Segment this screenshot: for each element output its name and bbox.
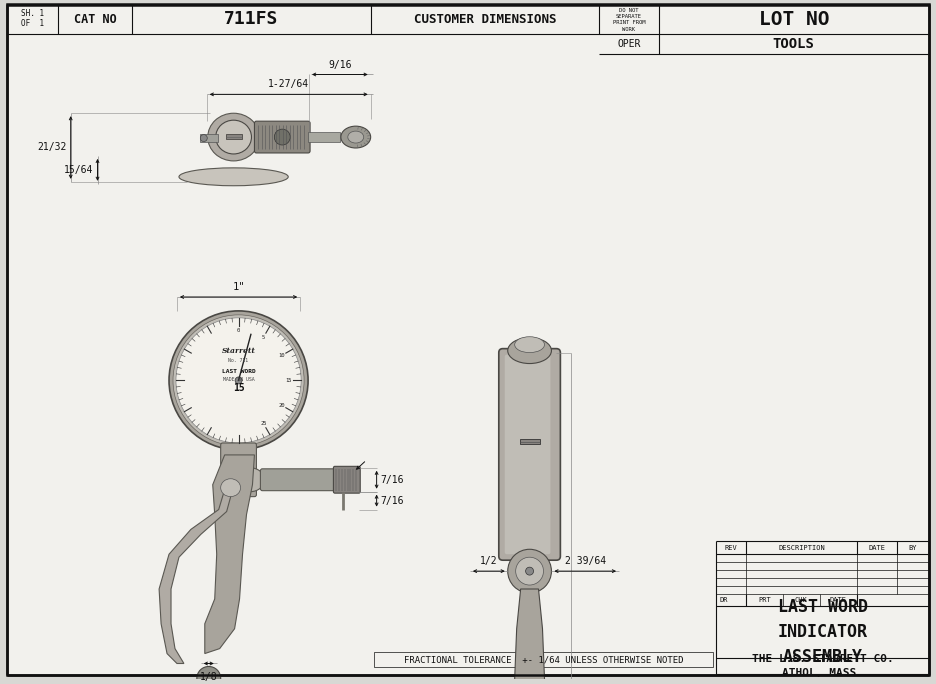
FancyBboxPatch shape xyxy=(505,354,550,554)
Bar xyxy=(308,132,340,142)
FancyBboxPatch shape xyxy=(260,469,336,490)
Text: OPER: OPER xyxy=(617,39,640,49)
FancyBboxPatch shape xyxy=(255,121,310,153)
Text: CHK: CHK xyxy=(795,597,808,603)
Text: 1/8: 1/8 xyxy=(200,672,217,683)
Polygon shape xyxy=(515,589,545,684)
Bar xyxy=(373,652,713,668)
Circle shape xyxy=(507,549,551,593)
Text: PRT: PRT xyxy=(758,597,771,603)
Text: FRACTIONAL TOLERANCE  +- 1/64 UNLESS OTHERWISE NOTED: FRACTIONAL TOLERANCE +- 1/64 UNLESS OTHE… xyxy=(403,655,683,664)
Text: LAST WORD: LAST WORD xyxy=(222,369,256,374)
Ellipse shape xyxy=(215,120,252,154)
Text: CAT NO: CAT NO xyxy=(74,13,116,26)
Circle shape xyxy=(526,567,534,575)
Text: TOOLS: TOOLS xyxy=(773,37,814,51)
Text: No. 711: No. 711 xyxy=(228,358,249,363)
Text: 21/32: 21/32 xyxy=(37,142,66,153)
Ellipse shape xyxy=(237,468,264,492)
Text: DATE: DATE xyxy=(869,544,885,551)
Circle shape xyxy=(197,666,221,684)
Text: 5: 5 xyxy=(262,335,265,340)
Text: 0: 0 xyxy=(237,328,241,333)
Text: OF  1: OF 1 xyxy=(22,19,45,28)
Circle shape xyxy=(176,318,301,443)
Text: REV: REV xyxy=(724,544,738,551)
Bar xyxy=(519,439,539,444)
Circle shape xyxy=(173,315,304,446)
FancyBboxPatch shape xyxy=(499,349,561,560)
Polygon shape xyxy=(205,455,255,654)
FancyBboxPatch shape xyxy=(333,466,360,493)
Ellipse shape xyxy=(515,337,545,353)
Text: 10: 10 xyxy=(278,353,285,358)
Circle shape xyxy=(516,557,544,585)
Ellipse shape xyxy=(208,114,259,161)
Text: 1/2: 1/2 xyxy=(480,556,498,566)
Text: Starrett: Starrett xyxy=(222,347,256,354)
Text: DO NOT
SEPARATE
PRINT FROM
WORK: DO NOT SEPARATE PRINT FROM WORK xyxy=(613,8,645,31)
Text: 20: 20 xyxy=(278,403,285,408)
Text: LOT NO: LOT NO xyxy=(758,10,829,29)
Text: 1": 1" xyxy=(232,282,245,292)
Text: 7/16: 7/16 xyxy=(381,475,404,485)
Text: SH. 1: SH. 1 xyxy=(22,9,45,18)
Text: 15: 15 xyxy=(285,378,291,383)
Polygon shape xyxy=(159,490,233,663)
Text: LAST WORD
INDICATOR
ASSEMBLY: LAST WORD INDICATOR ASSEMBLY xyxy=(778,598,868,666)
Ellipse shape xyxy=(348,131,364,143)
Ellipse shape xyxy=(274,129,290,145)
Bar xyxy=(226,134,241,139)
Text: MADE IN USA: MADE IN USA xyxy=(223,377,255,382)
Circle shape xyxy=(200,135,207,142)
Text: BY: BY xyxy=(909,544,917,551)
Text: 9/16: 9/16 xyxy=(329,60,352,70)
Ellipse shape xyxy=(341,126,371,148)
Text: DR: DR xyxy=(719,597,727,603)
Circle shape xyxy=(169,311,308,450)
Text: 7/16: 7/16 xyxy=(381,496,404,505)
Text: 25: 25 xyxy=(260,421,267,426)
Text: DATE: DATE xyxy=(830,597,847,603)
Circle shape xyxy=(235,377,242,384)
Text: 15/64: 15/64 xyxy=(65,165,94,175)
Ellipse shape xyxy=(179,168,288,186)
Ellipse shape xyxy=(182,175,289,189)
Text: 15: 15 xyxy=(233,383,244,393)
Text: DESCRIPTION: DESCRIPTION xyxy=(779,544,826,551)
FancyBboxPatch shape xyxy=(221,443,256,497)
Ellipse shape xyxy=(507,338,551,363)
Text: 711FS: 711FS xyxy=(225,10,279,28)
Text: 2 39/64: 2 39/64 xyxy=(564,556,606,566)
Text: 1-27/64: 1-27/64 xyxy=(268,79,309,90)
Bar xyxy=(199,134,218,142)
Text: THE L.S. STARRETT CO.
ATHOL, MASS.: THE L.S. STARRETT CO. ATHOL, MASS. xyxy=(752,654,894,679)
Text: CUSTOMER DIMENSIONS: CUSTOMER DIMENSIONS xyxy=(414,13,556,26)
Ellipse shape xyxy=(221,479,241,497)
